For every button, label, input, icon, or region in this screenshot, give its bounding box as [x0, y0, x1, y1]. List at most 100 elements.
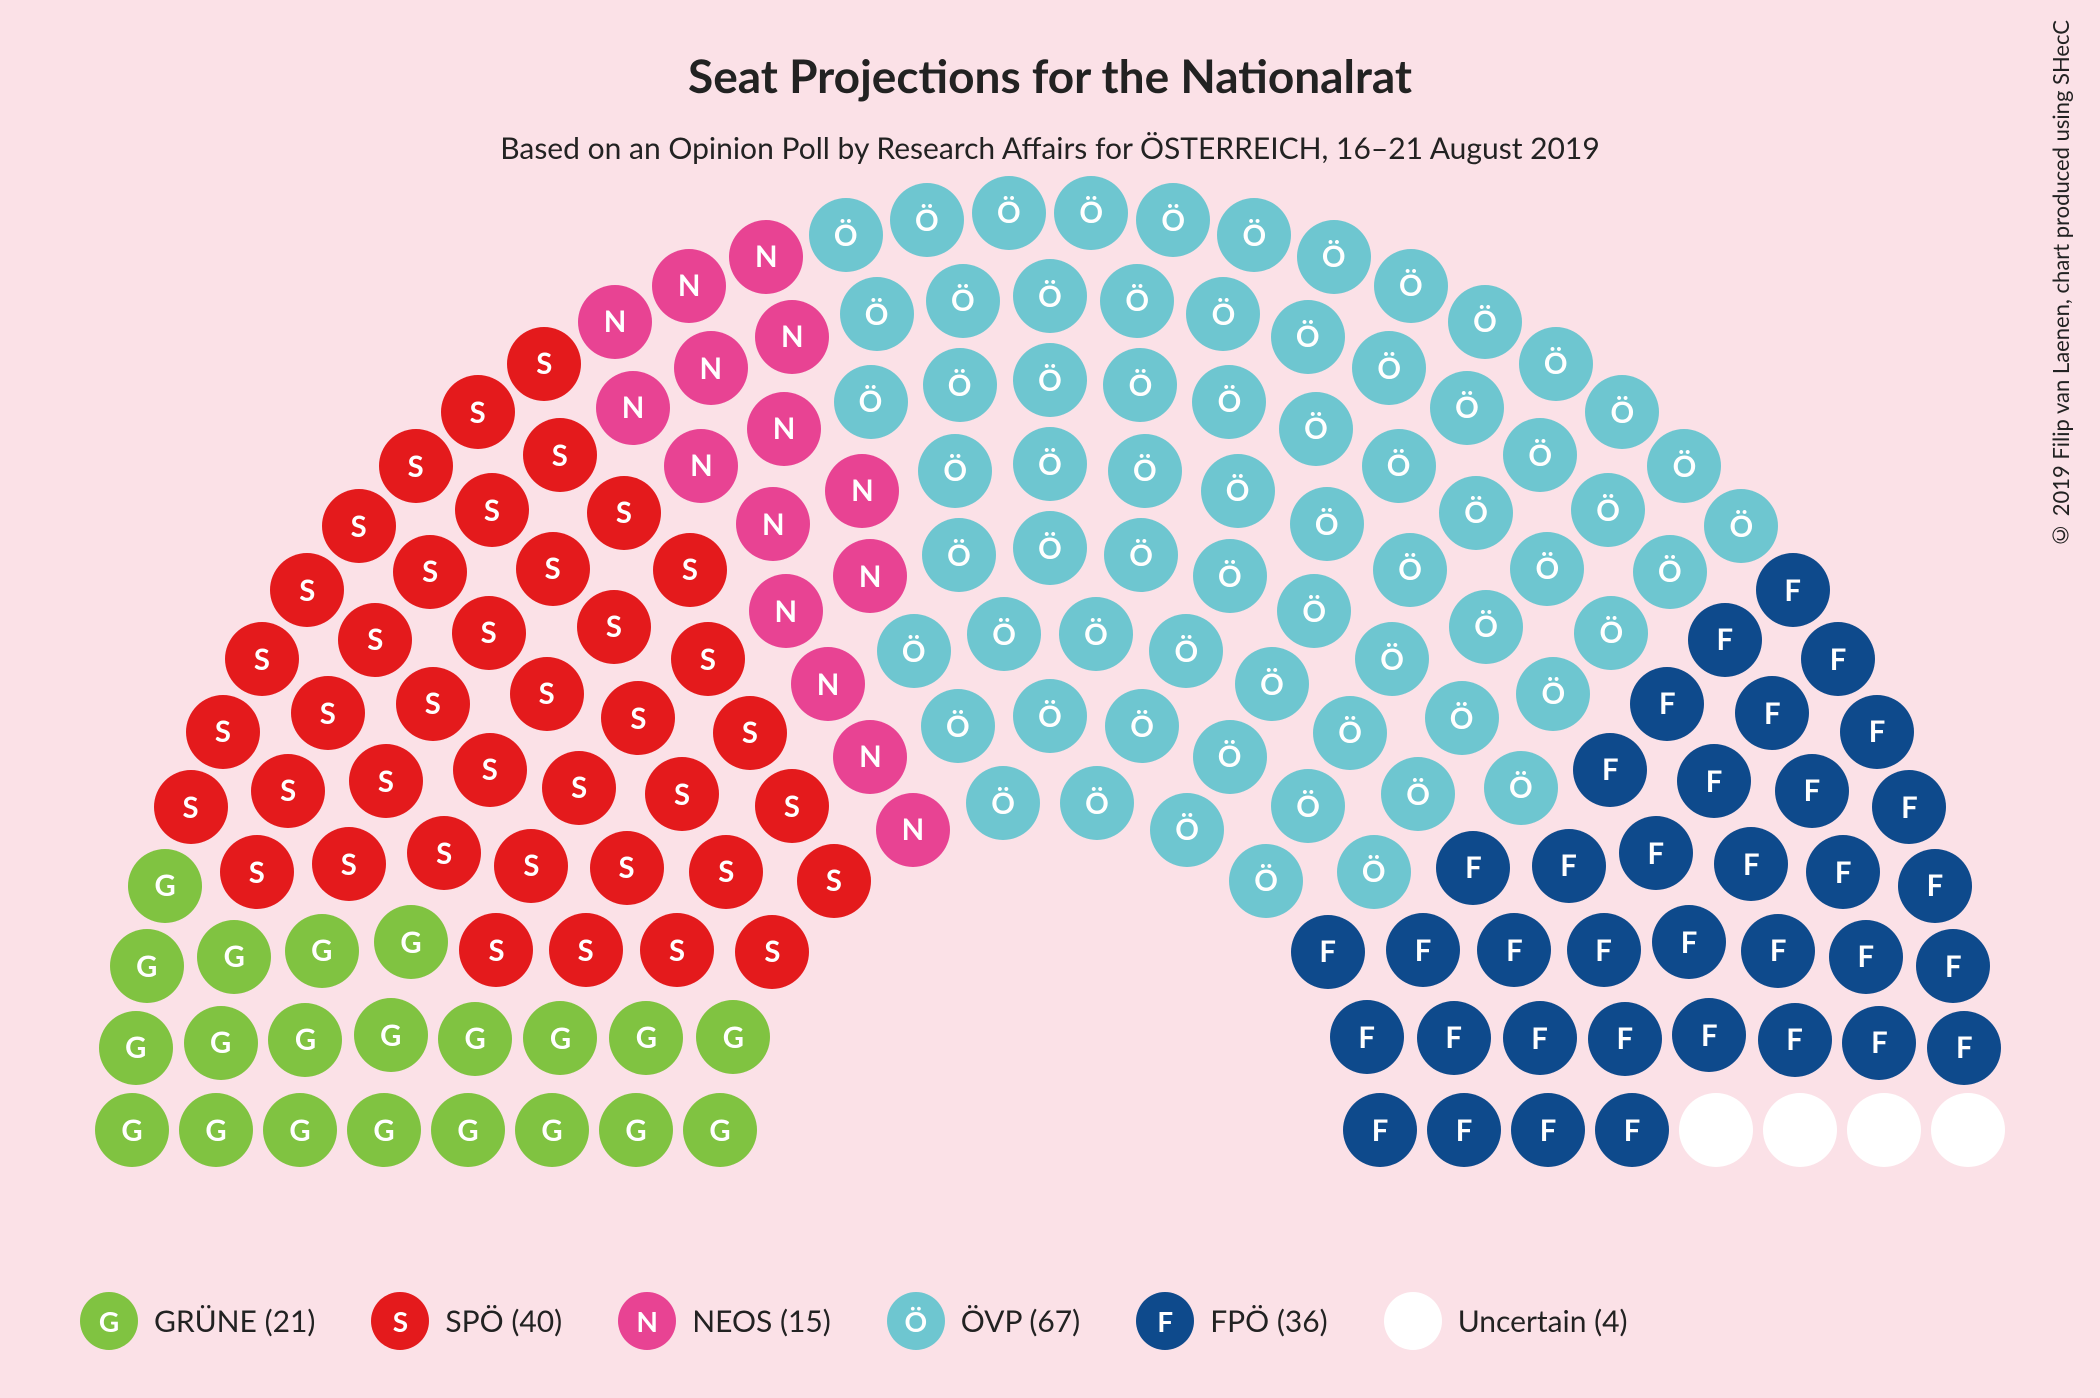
- seat-neos: N: [736, 487, 810, 561]
- seat-spo: S: [220, 835, 294, 909]
- seat-neos: N: [755, 300, 829, 374]
- legend-swatch-spo: S: [371, 1292, 429, 1350]
- seat-fpo: F: [1652, 905, 1726, 979]
- seat-neos: N: [729, 220, 803, 294]
- seat-ovp: Ö: [1104, 518, 1178, 592]
- seat-spo: S: [225, 622, 299, 696]
- seat-fpo: F: [1688, 603, 1762, 677]
- seat-unc: [1931, 1093, 2005, 1167]
- seat-ovp: Ö: [1704, 489, 1778, 563]
- seat-ovp: Ö: [1060, 766, 1134, 840]
- seat-grune: G: [197, 920, 271, 994]
- seat-ovp: Ö: [1271, 769, 1345, 843]
- seat-grune: G: [354, 998, 428, 1072]
- seat-ovp: Ö: [1235, 647, 1309, 721]
- seat-fpo: F: [1619, 816, 1693, 890]
- seat-spo: S: [713, 696, 787, 770]
- seat-ovp: Ö: [1013, 259, 1087, 333]
- seat-spo: S: [154, 770, 228, 844]
- seat-fpo: F: [1916, 929, 1990, 1003]
- seat-ovp: Ö: [1013, 343, 1087, 417]
- seat-fpo: F: [1595, 1093, 1669, 1167]
- seat-ovp: Ö: [1430, 371, 1504, 445]
- seat-ovp: Ö: [972, 176, 1046, 250]
- seat-fpo: F: [1758, 1003, 1832, 1077]
- seat-ovp: Ö: [1013, 679, 1087, 753]
- seat-spo: S: [393, 535, 467, 609]
- seat-fpo: F: [1677, 744, 1751, 818]
- seat-neos: N: [596, 371, 670, 445]
- seat-unc: [1679, 1093, 1753, 1167]
- hemicycle-chart: GGGGGGGGGGGGGGGGGGGGGSSSSSSSSSSSSSSSSSSS…: [0, 0, 2100, 1398]
- seat-ovp: Ö: [1136, 183, 1210, 257]
- seat-spo: S: [251, 754, 325, 828]
- seat-ovp: Ö: [1585, 375, 1659, 449]
- seat-neos: N: [578, 285, 652, 359]
- seat-ovp: Ö: [1150, 793, 1224, 867]
- seat-ovp: Ö: [1352, 331, 1426, 405]
- seat-grune: G: [374, 905, 448, 979]
- seat-ovp: Ö: [1149, 614, 1223, 688]
- seat-ovp: Ö: [1381, 757, 1455, 831]
- legend-item-neos: NNEOS (15): [618, 1292, 831, 1350]
- seat-fpo: F: [1898, 849, 1972, 923]
- seat-grune: G: [438, 1002, 512, 1076]
- seat-spo: S: [689, 835, 763, 909]
- seat-fpo: F: [1806, 835, 1880, 909]
- legend-swatch-fpo: F: [1136, 1292, 1194, 1350]
- seat-ovp: Ö: [1362, 429, 1436, 503]
- seat-fpo: F: [1477, 913, 1551, 987]
- seat-ovp: Ö: [840, 277, 914, 351]
- legend-label-grune: GRÜNE (21): [154, 1303, 315, 1339]
- seat-fpo: F: [1714, 827, 1788, 901]
- seat-spo: S: [542, 751, 616, 825]
- seat-ovp: Ö: [1571, 473, 1645, 547]
- seat-fpo: F: [1343, 1093, 1417, 1167]
- seat-neos: N: [747, 392, 821, 466]
- legend-label-neos: NEOS (15): [692, 1303, 831, 1339]
- seat-ovp: Ö: [926, 264, 1000, 338]
- legend-item-ovp: ÖÖVP (67): [887, 1292, 1080, 1350]
- seat-spo: S: [186, 695, 260, 769]
- seat-fpo: F: [1872, 770, 1946, 844]
- seat-spo: S: [577, 590, 651, 664]
- seat-ovp: Ö: [1519, 327, 1593, 401]
- seat-fpo: F: [1588, 1002, 1662, 1076]
- seat-neos: N: [674, 331, 748, 405]
- seat-fpo: F: [1672, 998, 1746, 1072]
- legend-item-spo: SSPÖ (40): [371, 1292, 562, 1350]
- seat-ovp: Ö: [1054, 176, 1128, 250]
- seat-spo: S: [291, 676, 365, 750]
- legend-item-unc: Uncertain (4): [1384, 1292, 1628, 1350]
- legend-item-fpo: FFPÖ (36): [1136, 1292, 1328, 1350]
- seat-ovp: Ö: [1193, 539, 1267, 613]
- seat-ovp: Ö: [1193, 720, 1267, 794]
- seat-grune: G: [285, 914, 359, 988]
- seat-ovp: Ö: [1633, 535, 1707, 609]
- seat-ovp: Ö: [890, 183, 964, 257]
- seat-neos: N: [833, 539, 907, 613]
- seat-spo: S: [735, 915, 809, 989]
- seat-fpo: F: [1842, 1006, 1916, 1080]
- seat-spo: S: [797, 844, 871, 918]
- seat-ovp: Ö: [1313, 696, 1387, 770]
- seat-fpo: F: [1427, 1093, 1501, 1167]
- seat-unc: [1763, 1093, 1837, 1167]
- seat-grune: G: [184, 1006, 258, 1080]
- seat-spo: S: [507, 327, 581, 401]
- seat-fpo: F: [1386, 913, 1460, 987]
- seat-ovp: Ö: [1337, 835, 1411, 909]
- seat-ovp: Ö: [1516, 657, 1590, 731]
- seat-ovp: Ö: [1425, 681, 1499, 755]
- seat-neos: N: [791, 647, 865, 721]
- seat-fpo: F: [1927, 1011, 2001, 1085]
- seat-spo: S: [455, 473, 529, 547]
- seat-unc: [1847, 1093, 1921, 1167]
- seat-ovp: Ö: [1271, 300, 1345, 374]
- seat-ovp: Ö: [1105, 689, 1179, 763]
- seat-ovp: Ö: [1108, 434, 1182, 508]
- seat-spo: S: [338, 603, 412, 677]
- seat-ovp: Ö: [923, 348, 997, 422]
- seat-ovp: Ö: [1013, 511, 1087, 585]
- seat-spo: S: [312, 827, 386, 901]
